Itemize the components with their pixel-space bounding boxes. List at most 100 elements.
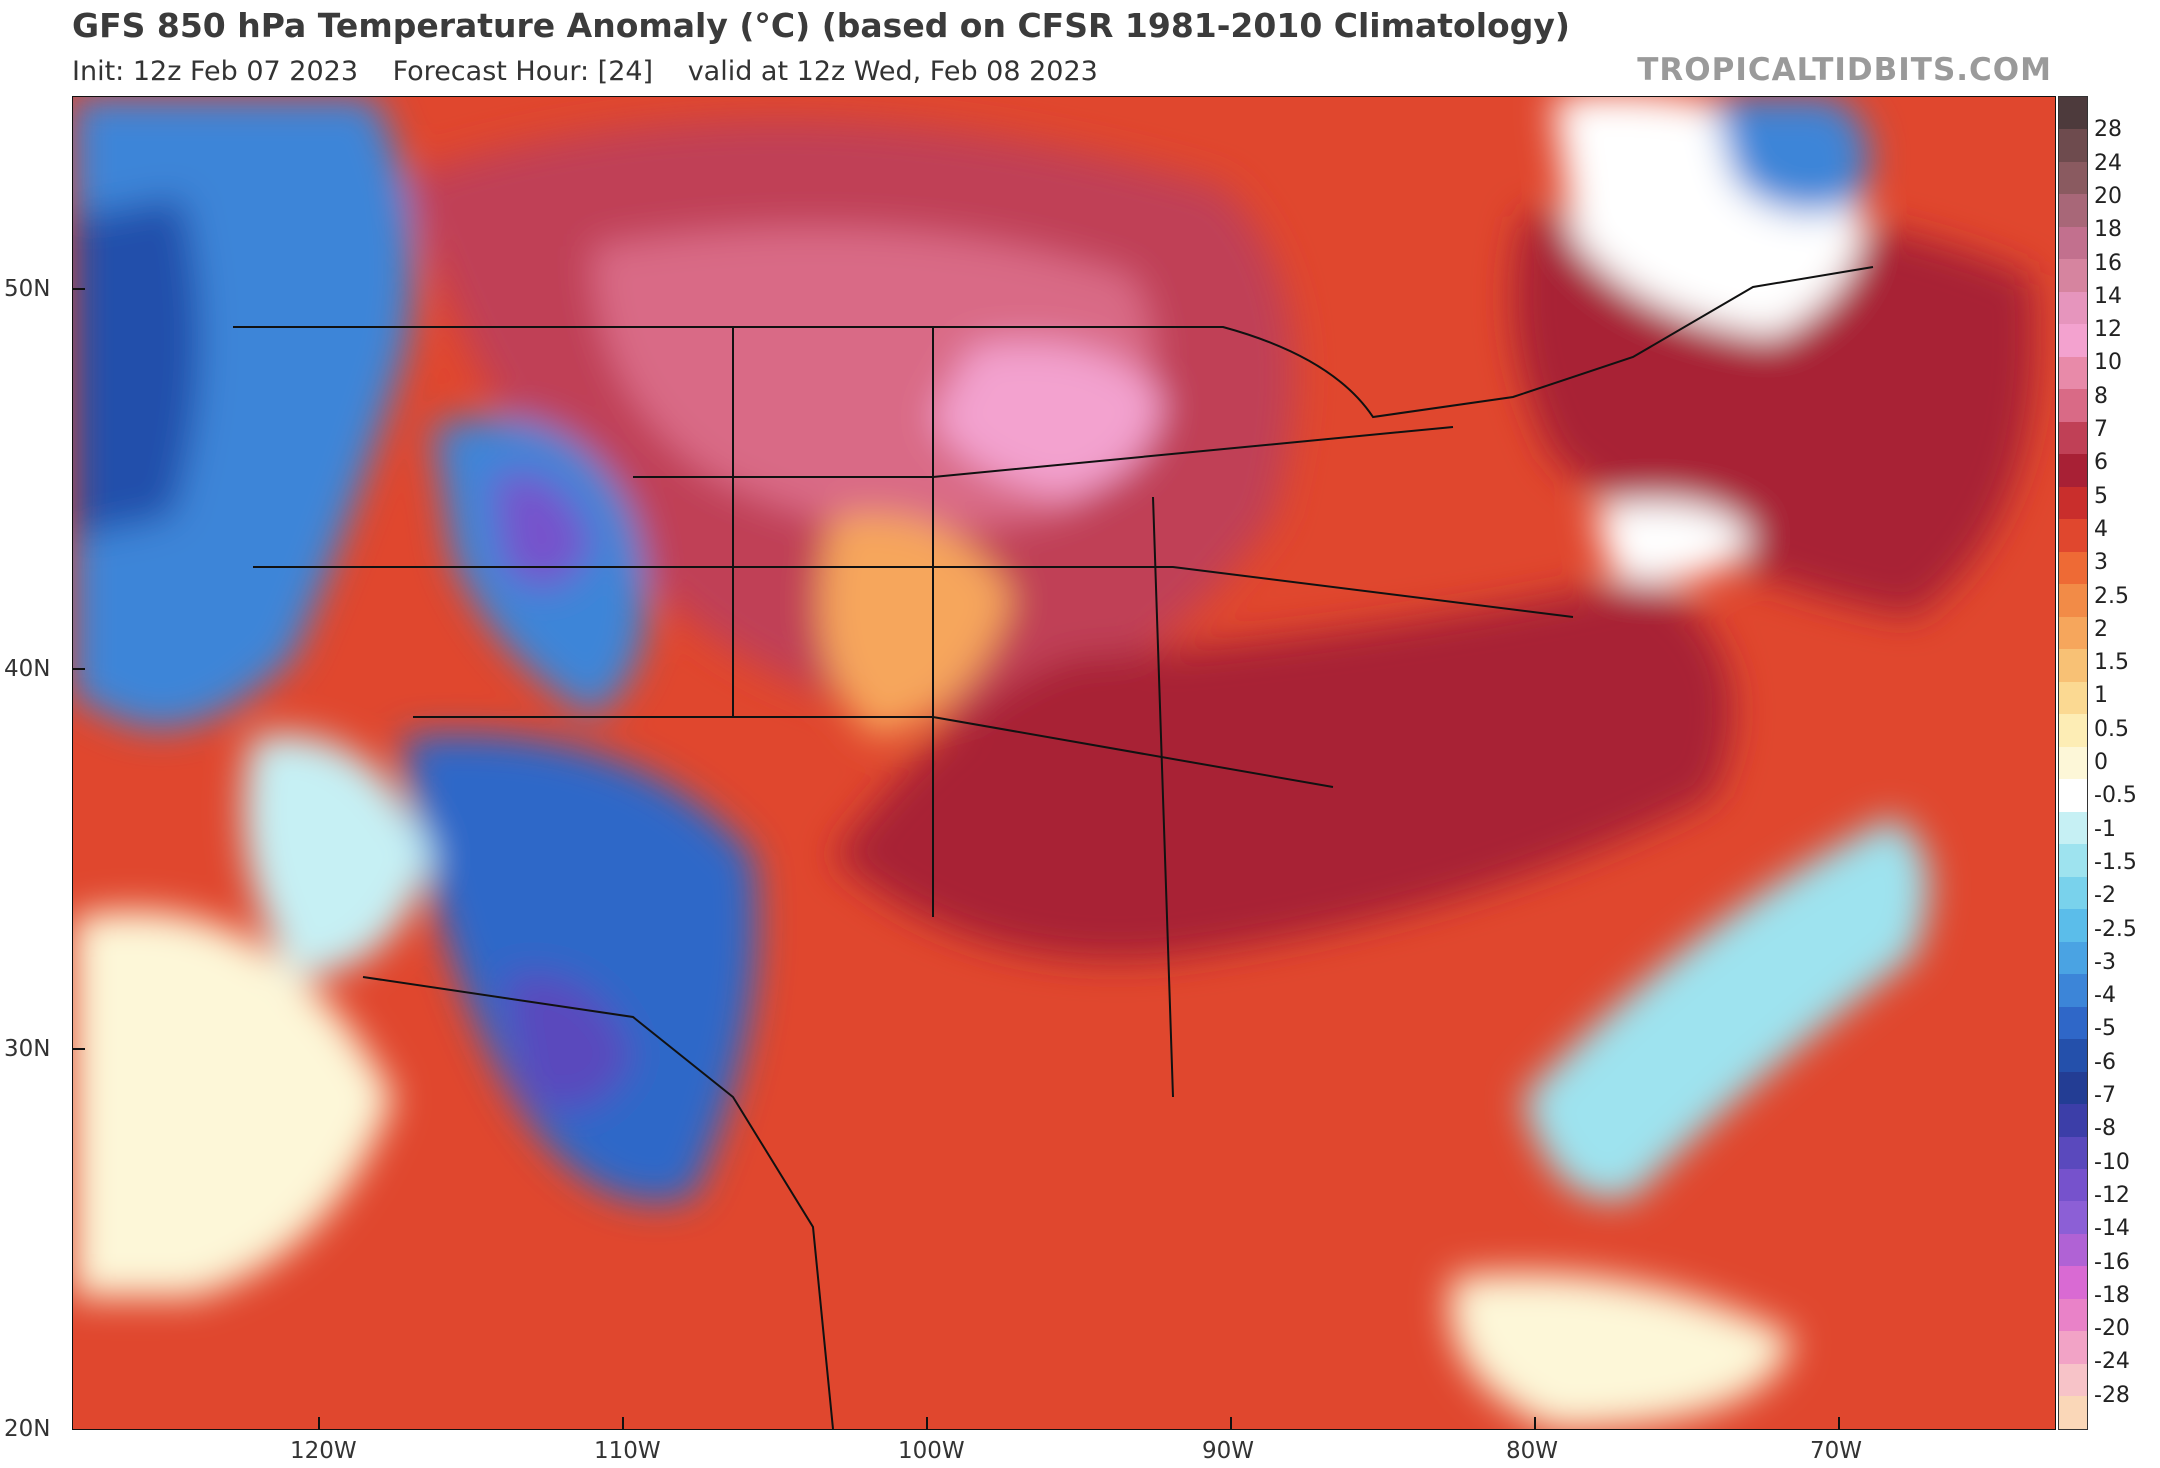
colorbar-swatch [2059,454,2087,487]
borders [233,266,1874,1429]
colorbar-swatch [2059,1136,2087,1169]
plains-mild [819,513,1013,737]
colorbar-label: -1 [2094,816,2116,842]
colorbar-swatch [2059,811,2087,845]
colorbar-swatch [2059,714,2087,747]
colorbar-swatch [2059,681,2087,715]
nevada-neutral [244,734,433,977]
colorbar-label: 0 [2094,750,2108,775]
colorbar-label: -6 [2094,1049,2116,1075]
colorbar-label: 12 [2094,317,2122,343]
lat-label-40n: 40N [4,656,51,682]
colorbar-swatch [2059,1233,2087,1267]
colorbar-swatch [2059,1331,2087,1364]
pacific-cold-core [73,197,201,537]
colorbar-label: -12 [2094,1182,2130,1208]
colorbar-swatch [2059,649,2087,682]
colorbar-swatch [2059,584,2087,617]
colorbar-label: 2 [2094,616,2108,642]
rockies-very-cold [493,473,593,588]
caribbean-neutral [1450,1273,1793,1429]
mexico-cold-core [503,973,633,1111]
warm-anomaly-peak [933,342,1163,497]
us-mexico-border [362,976,834,1429]
colorbar [2058,96,2088,1430]
colorbar-label: -2 [2094,883,2116,909]
site-brand: TROPICALTIDBITS.COM [1637,52,2052,88]
colorbar-label: 5 [2094,483,2108,509]
init-time: Init: 12z Feb 07 2023 [72,56,358,87]
colorbar-swatch [2059,1071,2087,1105]
colorbar-swatch [2059,129,2087,162]
colorbar-label: 6 [2094,450,2108,476]
colorbar-label: 1 [2094,683,2108,709]
southwest-cold [403,734,757,1203]
colorbar-label: 24 [2094,150,2122,176]
colorbar-label: -1.5 [2094,849,2137,875]
colorbar-label: 7 [2094,417,2108,442]
lon-label-110w: 110W [594,1438,661,1464]
colorbar-swatch [2059,161,2087,195]
colorbar-swatch [2059,779,2087,812]
atlantic-cool-band [1523,817,1929,1200]
colorbar-label: -4 [2094,983,2116,1009]
colorbar-swatch [2059,259,2087,292]
chart-title: GFS 850 hPa Temperature Anomaly (°C) (ba… [72,6,1570,45]
colorbar-label: 10 [2094,350,2122,376]
colorbar-swatch [2059,1266,2087,1299]
labrador-cold [1713,97,1869,213]
colorbar-swatch [2059,974,2087,1007]
forecast-info: Init: 12z Feb 07 2023 Forecast Hour: [24… [72,56,1124,87]
colorbar-label: 2.5 [2094,583,2129,609]
colorbar-label: -7 [2094,1083,2116,1108]
colorbar-swatch [2059,941,2087,975]
colorbar-swatch [2059,194,2087,227]
colorbar-label: -18 [2094,1282,2130,1308]
colorbar-label: 14 [2094,283,2122,309]
lat-label-20n: 20N [4,1416,51,1442]
southeast-warm [833,577,1733,960]
lon-label-100w: 100W [898,1438,965,1464]
colorbar-label: -2.5 [2094,916,2137,942]
map-canvas [73,97,2055,1429]
colorbar-swatch [2059,486,2087,520]
colorbar-swatch [2059,1104,2087,1137]
us-canada-border [233,266,1874,419]
colorbar-swatch [2059,421,2087,455]
colorbar-label: -10 [2094,1149,2130,1175]
colorbar-swatch [2059,746,2087,780]
colorbar-label: -8 [2094,1116,2116,1142]
colorbar-label: -20 [2094,1316,2130,1342]
colorbar-label: -3 [2094,949,2116,975]
colorbar-swatch [2059,1006,2087,1040]
colorbar-label: -14 [2094,1216,2130,1242]
colorbar-swatch [2059,291,2087,325]
pacific-neutral [73,910,393,1297]
lon-label-120w: 120W [290,1438,357,1464]
lon-label-70w: 70W [1810,1438,1863,1464]
colorbar-swatch [2059,551,2087,585]
colorbar-label: 0.5 [2094,716,2129,742]
state-lines-vertical [732,327,1174,1098]
anomaly-map [72,96,2056,1430]
colorbar-swatch [2059,324,2087,357]
colorbar-swatch [2059,1363,2087,1397]
colorbar-swatch [2059,1039,2087,1072]
colorbar-label: -24 [2094,1349,2130,1375]
colorbar-swatch [2059,1201,2087,1234]
anomaly-fields [73,97,2036,1429]
colorbar-label: 20 [2094,183,2122,209]
valid-time: valid at 12z Wed, Feb 08 2023 [687,56,1098,87]
colorbar-swatch [2059,909,2087,942]
colorbar-swatch [2059,356,2087,390]
lat-label-50n: 50N [4,276,51,302]
colorbar-label: 8 [2094,383,2108,409]
colorbar-label: -0.5 [2094,783,2137,809]
colorbar-swatch [2059,1298,2087,1332]
colorbar-swatch [2059,616,2087,650]
colorbar-swatch [2059,1396,2087,1429]
colorbar-label: 3 [2094,550,2108,576]
colorbar-label: 4 [2094,516,2108,542]
colorbar-swatch [2059,1168,2087,1202]
colorbar-swatch [2059,97,2087,130]
